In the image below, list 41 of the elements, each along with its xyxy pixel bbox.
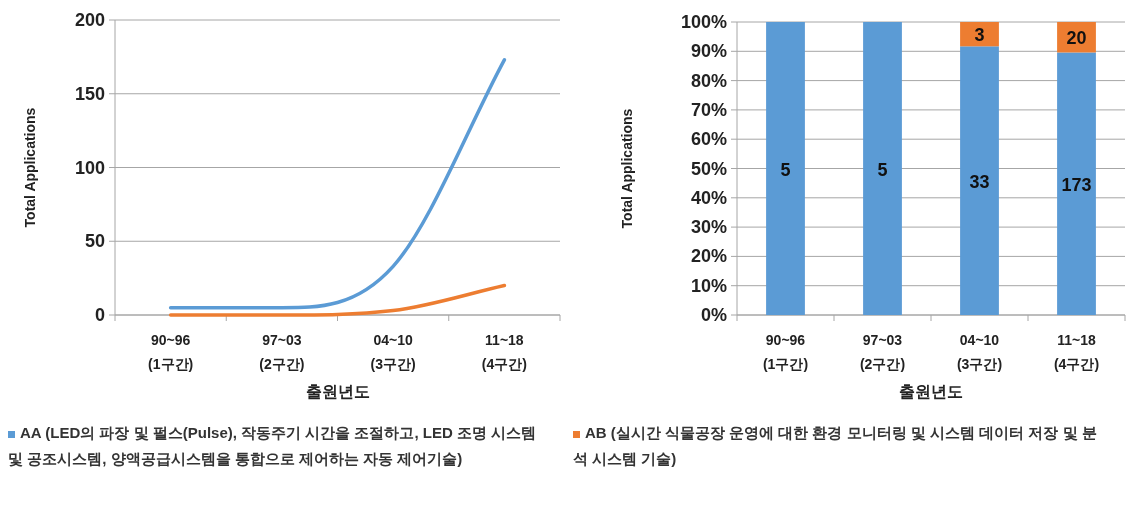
y-tick-label: 60% (690, 129, 727, 150)
y-tick-label: 20% (690, 246, 727, 267)
x-tick-label: 90~96 (1구간) (762, 332, 809, 372)
y-tick-label: 30% (690, 217, 727, 238)
legend-label: AA (LED의 파장 및 펄스(Pulse), 작동주기 시간을 조절하고, LED 조명 시스템 및 공조시스템, 양액공급시스템을 통합으로 제어하는 자동 제어기술) (7, 423, 538, 469)
x-tick-label: 04~10 (3구간) (370, 332, 416, 372)
y-tick-label: 200 (74, 10, 105, 30)
annotation: 5 (780, 159, 791, 180)
y-tick-label: 40% (690, 187, 727, 208)
y-axis-title: Total Applications (619, 108, 635, 229)
bar (766, 22, 805, 315)
annotation: 33 (969, 171, 990, 192)
bar (863, 22, 902, 315)
bar (960, 22, 999, 47)
x-tick-label: 90~96 (1구간) (148, 332, 194, 372)
x-tick-label: 97~03 (2구간) (259, 332, 305, 372)
y-axis-title: Total Applications (22, 107, 38, 228)
x-axis-title: 출원년도 (305, 383, 370, 400)
y-tick-label: 0 (94, 305, 105, 325)
y-tick-label: 0% (700, 305, 727, 325)
annotation: 3 (974, 25, 985, 46)
y-tick-label: 150 (74, 83, 105, 104)
x-tick-label: 97~03 (2구간) (859, 332, 906, 372)
x-tick-label: 11~18 (4구간) (1053, 332, 1100, 372)
x-axis-title: 출원년도 (899, 383, 963, 400)
bar (1057, 52, 1096, 315)
annotation: 173 (1061, 174, 1092, 195)
bar (960, 46, 999, 315)
y-tick-label: 80% (690, 70, 727, 91)
legend-label: AB (실시간 식물공장 운영에 대한 환경 모니터링 및 시스템 데이터 저장 및 분석 시스템 기술) (572, 423, 1098, 469)
y-tick-label: 90% (690, 41, 727, 62)
x-tick-label: 11~18 (4구간) (481, 332, 527, 372)
y-tick-label: 100% (680, 12, 727, 32)
y-tick-label: 50 (84, 231, 105, 252)
annotation: 20 (1066, 28, 1087, 49)
y-tick-label: 10% (690, 275, 727, 296)
y-tick-label: 50% (690, 158, 727, 179)
y-tick-label: 100 (74, 157, 105, 178)
y-tick-label: 70% (690, 99, 727, 120)
annotation: 5 (877, 159, 888, 180)
x-tick-label: 04~10 (3구간) (956, 332, 1003, 372)
